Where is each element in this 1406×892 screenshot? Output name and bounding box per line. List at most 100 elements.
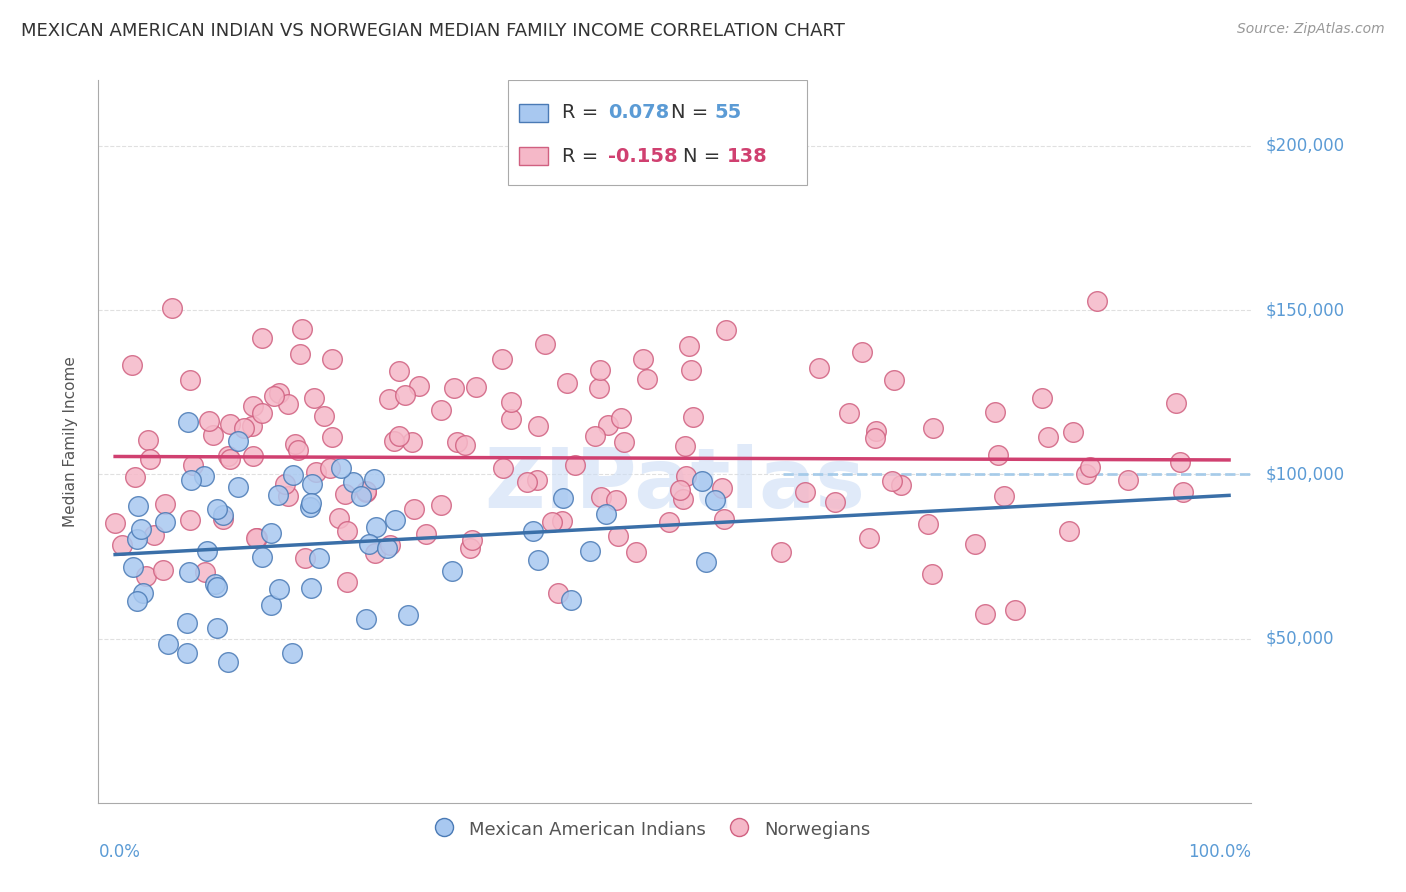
Point (429, 403, 451, 417)
Point (142, 527, 165, 541)
Text: $100,000: $100,000 (1265, 466, 1344, 483)
Point (250, 406, 273, 420)
Point (233, 421, 256, 435)
Point (195, 544, 218, 558)
FancyBboxPatch shape (508, 80, 807, 185)
Point (527, 552, 550, 566)
Point (250, 549, 273, 564)
Point (242, 399, 264, 413)
Point (139, 451, 162, 466)
Point (291, 322, 314, 336)
Point (658, 516, 681, 530)
Point (458, 541, 481, 555)
Point (156, 637, 179, 651)
Point (534, 337, 557, 351)
Point (321, 430, 343, 444)
Point (267, 582, 290, 597)
Point (263, 389, 285, 403)
Point (589, 363, 612, 377)
Text: 55: 55 (714, 103, 741, 122)
Point (212, 508, 235, 522)
Point (394, 388, 416, 402)
Point (301, 477, 323, 491)
Point (180, 473, 202, 487)
Point (1118, 473, 1140, 487)
Point (499, 412, 522, 426)
Text: 138: 138 (727, 146, 768, 166)
Point (1031, 391, 1053, 405)
Point (527, 419, 550, 434)
Point (127, 594, 149, 608)
Point (461, 533, 484, 547)
Text: N =: N = (683, 146, 727, 166)
Point (277, 489, 299, 503)
Point (299, 496, 322, 510)
Point (153, 515, 176, 529)
Point (682, 409, 704, 424)
Point (363, 472, 385, 486)
Point (260, 525, 283, 540)
Point (204, 577, 226, 591)
Point (595, 507, 617, 521)
Point (973, 607, 995, 621)
Point (858, 531, 880, 545)
Point (583, 429, 606, 443)
Point (880, 475, 903, 489)
Point (207, 580, 229, 594)
Legend: Mexican American Indians, Norwegians: Mexican American Indians, Norwegians (425, 811, 879, 848)
Point (122, 560, 145, 574)
Point (375, 541, 398, 556)
Text: 100.0%: 100.0% (1188, 843, 1251, 861)
Point (555, 376, 578, 390)
Point (314, 409, 336, 423)
Text: -0.158: -0.158 (607, 146, 678, 166)
Point (770, 544, 793, 558)
Point (218, 417, 240, 431)
Text: $50,000: $50,000 (1265, 630, 1334, 648)
Point (465, 380, 488, 394)
Point (135, 569, 157, 583)
Point (298, 500, 321, 515)
Point (245, 532, 267, 546)
Point (541, 516, 564, 530)
Text: R =: R = (562, 103, 605, 122)
Point (987, 448, 1010, 462)
Point (553, 491, 575, 505)
Point (516, 475, 538, 489)
Point (605, 492, 627, 507)
Point (321, 351, 343, 366)
Text: 0.0%: 0.0% (98, 843, 141, 861)
Point (226, 434, 249, 449)
Point (382, 434, 405, 448)
Point (377, 392, 399, 406)
Point (181, 458, 204, 472)
Point (679, 363, 702, 377)
Point (1074, 467, 1097, 481)
Point (260, 598, 283, 612)
Point (294, 551, 316, 566)
Point (710, 481, 733, 495)
Point (127, 500, 149, 514)
Point (673, 439, 696, 453)
Point (288, 347, 311, 361)
Point (631, 351, 654, 366)
Point (626, 545, 648, 559)
Point (328, 510, 350, 524)
Point (443, 381, 465, 395)
Y-axis label: Median Family Income: Median Family Income (63, 356, 77, 527)
Bar (519, 147, 548, 165)
Point (1078, 460, 1101, 475)
Point (921, 567, 943, 582)
Point (402, 502, 425, 516)
Point (308, 550, 330, 565)
Point (396, 608, 419, 623)
Point (132, 586, 155, 600)
Point (678, 339, 700, 353)
Point (384, 513, 406, 527)
Point (364, 546, 387, 560)
Point (350, 489, 373, 503)
Point (965, 537, 987, 551)
Point (1085, 293, 1108, 308)
Point (250, 331, 273, 345)
Point (794, 485, 817, 500)
